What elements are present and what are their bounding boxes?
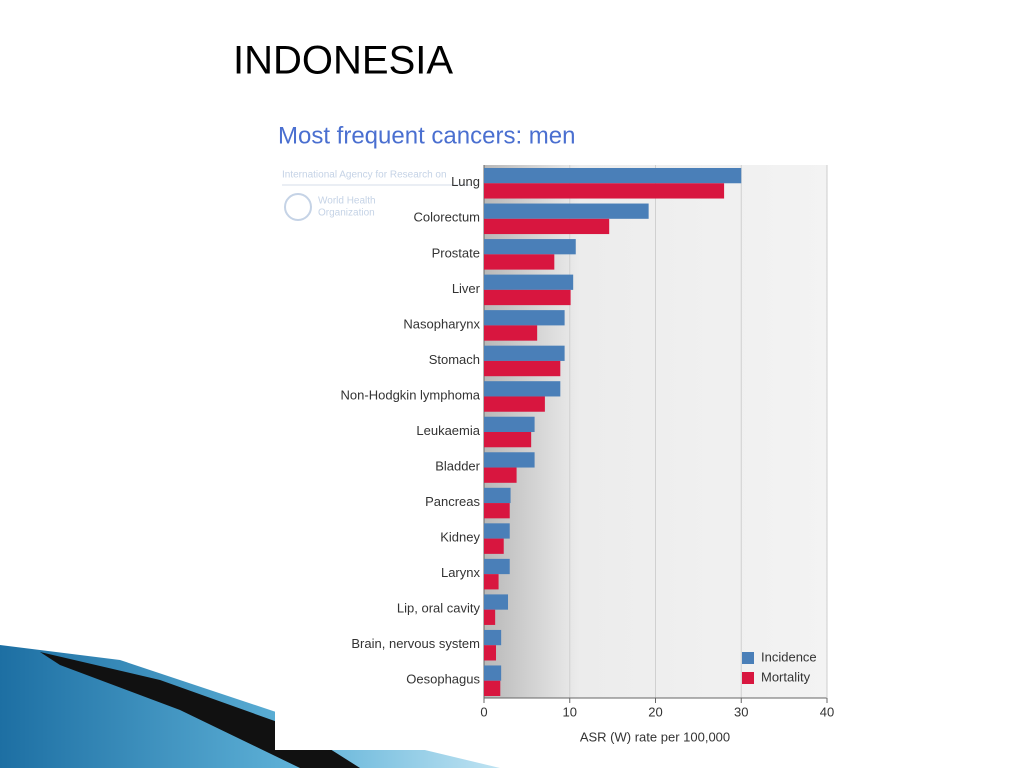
bar [484, 523, 510, 539]
bar [484, 203, 649, 219]
bar [484, 452, 535, 468]
x-axis-label: ASR (W) rate per 100,000 [580, 729, 730, 744]
bar [484, 680, 501, 696]
y-tick-label: Colorectum [414, 210, 480, 225]
bar [484, 467, 517, 483]
watermark: World Health [318, 196, 376, 207]
bar [484, 274, 574, 290]
bar [484, 487, 511, 504]
y-tick-label: Leukaemia [416, 423, 480, 438]
bar [484, 629, 502, 646]
x-tick-label: 40 [820, 704, 834, 719]
x-tick-label: 30 [734, 704, 748, 719]
y-tick-label: Brain, nervous system [351, 636, 480, 651]
watermark-logo [284, 193, 312, 221]
bar [484, 594, 509, 610]
y-tick-label: Liver [452, 281, 481, 296]
legend-label: Mortality [761, 669, 811, 684]
legend-label: Incidence [761, 649, 817, 664]
x-tick-label: 10 [563, 704, 577, 719]
y-tick-label: Larynx [441, 565, 481, 580]
bar [484, 325, 538, 341]
bar [484, 218, 610, 235]
bar [484, 558, 510, 575]
y-tick-label: Pancreas [425, 494, 480, 509]
x-tick-label: 0 [480, 704, 487, 719]
legend-swatch [742, 672, 754, 684]
bar [484, 360, 561, 377]
bar [484, 345, 565, 361]
chart-title: Most frequent cancers: men [278, 122, 575, 149]
bar [484, 645, 497, 661]
watermark: Organization [318, 208, 375, 219]
y-tick-label: Non-Hodgkin lymphoma [341, 387, 481, 402]
bar [484, 289, 571, 306]
y-tick-label: Oesophagus [406, 672, 480, 687]
watermark: International Agency for Research on [282, 170, 447, 181]
bar [484, 574, 499, 590]
bar [484, 538, 504, 554]
bar [484, 396, 545, 412]
y-tick-label: Nasopharynx [403, 316, 480, 331]
plot: 0 10 20 30 40 Lung Colorectum Prostate Liver Naso… [341, 165, 834, 719]
bar [484, 183, 725, 199]
bar [484, 432, 532, 448]
y-tick-label: Kidney [440, 530, 480, 545]
bar [484, 168, 742, 184]
bar [484, 665, 502, 681]
y-tick-label: Bladder [435, 458, 480, 473]
legend-swatch [742, 652, 754, 664]
bar [484, 254, 555, 270]
y-tick-label: Prostate [432, 245, 480, 260]
slide-title: INDONESIA [233, 39, 453, 83]
y-tick-label: Lung [451, 174, 480, 189]
bar [484, 381, 561, 397]
bar [484, 609, 496, 625]
bar [484, 416, 535, 432]
y-tick-label: Stomach [429, 352, 480, 367]
bar [484, 503, 510, 519]
y-tick-label: Lip, oral cavity [397, 601, 481, 616]
x-tick-label: 20 [648, 704, 662, 719]
bar [484, 239, 576, 255]
bar [484, 310, 565, 326]
